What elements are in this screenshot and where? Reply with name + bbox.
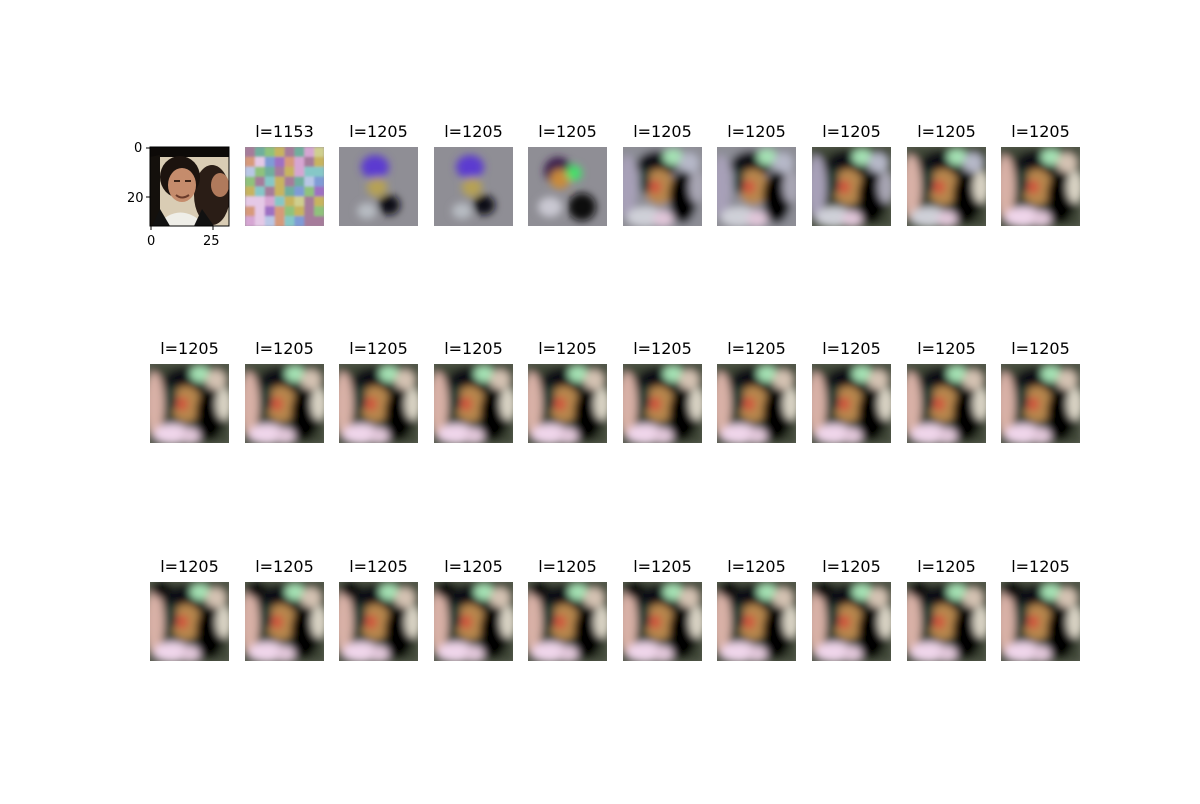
image-panel-20 (150, 582, 229, 661)
panel-title-29: l=1205 (1011, 557, 1070, 576)
image-panel-24 (528, 582, 607, 661)
panel-title-5: l=1205 (633, 122, 692, 141)
panel-title-10: l=1205 (160, 339, 219, 358)
panel-title-2: l=1205 (349, 122, 408, 141)
panel-title-12: l=1205 (349, 339, 408, 358)
panel-title-16: l=1205 (727, 339, 786, 358)
panel-title-11: l=1205 (255, 339, 314, 358)
panel-title-4: l=1205 (538, 122, 597, 141)
panel-title-21: l=1205 (255, 557, 314, 576)
panel-title-27: l=1205 (822, 557, 881, 576)
image-panel-13 (434, 364, 513, 443)
image-panel-14 (528, 364, 607, 443)
panel-title-6: l=1205 (727, 122, 786, 141)
image-panel-7 (812, 147, 891, 226)
image-panel-17 (812, 364, 891, 443)
image-panel-0 (150, 147, 229, 226)
image-panel-8 (907, 147, 986, 226)
image-panel-21 (245, 582, 324, 661)
panel-title-7: l=1205 (822, 122, 881, 141)
image-panel-5 (623, 147, 702, 226)
panel-title-18: l=1205 (917, 339, 976, 358)
panel-title-19: l=1205 (1011, 339, 1070, 358)
image-panel-25 (623, 582, 702, 661)
panel-title-22: l=1205 (349, 557, 408, 576)
panel-title-20: l=1205 (160, 557, 219, 576)
image-panel-11 (245, 364, 324, 443)
panel-title-28: l=1205 (917, 557, 976, 576)
image-panel-29 (1001, 582, 1080, 661)
image-panel-4 (528, 147, 607, 226)
image-panel-23 (434, 582, 513, 661)
image-panel-6 (717, 147, 796, 226)
image-panel-27 (812, 582, 891, 661)
image-panel-12 (339, 364, 418, 443)
image-panel-1 (245, 147, 324, 226)
panel-title-23: l=1205 (444, 557, 503, 576)
panel-title-17: l=1205 (822, 339, 881, 358)
panel-title-13: l=1205 (444, 339, 503, 358)
y-tick-label-20: 20 (127, 191, 144, 206)
y-tick-label-0: 0 (134, 141, 143, 156)
panel-title-24: l=1205 (538, 557, 597, 576)
original-image-axes (146, 146, 230, 230)
image-panel-16 (717, 364, 796, 443)
panel-title-25: l=1205 (633, 557, 692, 576)
image-panel-9 (1001, 147, 1080, 226)
x-tick-label-25: 25 (203, 234, 220, 249)
image-panel-10 (150, 364, 229, 443)
panel-title-26: l=1205 (727, 557, 786, 576)
image-panel-28 (907, 582, 986, 661)
image-panel-3 (434, 147, 513, 226)
panel-title-8: l=1205 (917, 122, 976, 141)
panel-title-3: l=1205 (444, 122, 503, 141)
image-panel-18 (907, 364, 986, 443)
panel-title-1: l=1153 (255, 122, 314, 141)
image-panel-26 (717, 582, 796, 661)
panel-title-15: l=1205 (633, 339, 692, 358)
image-panel-22 (339, 582, 418, 661)
panel-title-14: l=1205 (538, 339, 597, 358)
panel-title-9: l=1205 (1011, 122, 1070, 141)
x-tick-label-0: 0 (147, 234, 156, 249)
image-panel-15 (623, 364, 702, 443)
image-panel-19 (1001, 364, 1080, 443)
image-panel-2 (339, 147, 418, 226)
